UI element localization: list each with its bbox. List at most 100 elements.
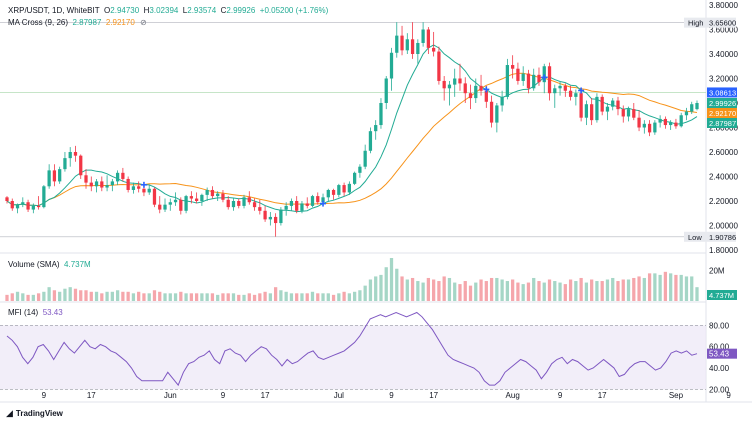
volume-legend[interactable]: Volume (SMA) 4.737M xyxy=(8,260,91,269)
volume-bar xyxy=(263,291,267,301)
volume-bar xyxy=(684,276,689,301)
volume-series xyxy=(5,258,699,301)
low-value: 2.93574 xyxy=(187,6,217,15)
volume-bar xyxy=(405,279,409,301)
time-axis: 9 17 Jun 9 17 Jul 9 17 Aug 9 17 Sep 9 xyxy=(42,391,732,400)
volume-bar xyxy=(468,285,473,301)
tradingview-logo-icon: ◢ xyxy=(6,408,13,418)
candle-body xyxy=(58,169,62,182)
candle-body xyxy=(442,80,446,89)
candle-body xyxy=(669,122,673,126)
ma-fast-line xyxy=(6,44,698,213)
mfi-line xyxy=(6,311,698,387)
tradingview-brand[interactable]: ◢ TradingView xyxy=(6,408,63,419)
time-tick: 9 xyxy=(726,391,731,400)
volume-bar xyxy=(79,290,83,301)
candle-body xyxy=(121,172,125,179)
volume-bar xyxy=(679,274,683,301)
time-tick: Aug xyxy=(506,391,520,400)
candle-body xyxy=(295,201,299,211)
candle-body xyxy=(100,181,104,188)
volume-bar xyxy=(447,277,452,301)
volume-bar xyxy=(310,291,315,301)
volume-bar xyxy=(279,290,283,301)
volume-bar xyxy=(15,291,20,301)
candle-body xyxy=(79,155,83,176)
candle-body xyxy=(284,205,288,210)
volume-label: Volume (SMA) xyxy=(8,260,60,269)
volume-bar xyxy=(642,277,646,301)
candle-body xyxy=(658,118,662,123)
candle-body xyxy=(258,207,262,211)
volume-bar xyxy=(484,281,488,301)
candle-body xyxy=(63,158,67,170)
volume-bar xyxy=(173,293,178,301)
mfi-legend[interactable]: MFI (14) 53.43 xyxy=(8,308,63,317)
volume-bar xyxy=(258,293,262,301)
volume-bar xyxy=(131,293,136,301)
close-value: 2.99926 xyxy=(226,6,256,15)
eye-off-icon[interactable]: ⊘ xyxy=(140,18,147,27)
price-tick: 3.40000 xyxy=(709,50,738,59)
volume-bar xyxy=(358,290,362,301)
symbol-title[interactable]: XRP/USDT, 1D, WhiteBIT xyxy=(8,6,100,15)
volume-bar xyxy=(147,293,151,301)
volume-bar xyxy=(184,293,188,301)
volume-bar xyxy=(168,293,172,301)
time-tick: 9 xyxy=(42,391,47,400)
volume-bar xyxy=(353,291,357,301)
candle-body xyxy=(305,203,309,206)
candle-body xyxy=(347,183,351,193)
candle-body xyxy=(184,196,188,211)
volume-bar xyxy=(516,282,520,301)
candle-body xyxy=(637,117,641,128)
price-tick: 2.60000 xyxy=(709,148,738,157)
volume-bar xyxy=(632,277,636,301)
candle-body xyxy=(300,203,304,211)
volume-bar xyxy=(21,293,25,301)
price-label-ma_slow: 2.92170 xyxy=(709,109,736,118)
candle-body xyxy=(242,197,246,206)
volume-bar xyxy=(590,279,594,301)
price-axis: 20M 20.00 40.00 60.00 80.00 1.80000 2.00000 2.2… xyxy=(709,1,738,394)
candle-body xyxy=(279,209,283,224)
price-label-bg xyxy=(707,108,737,118)
mfi-value: 53.43 xyxy=(42,308,63,317)
candle-body xyxy=(389,52,394,79)
candle-body xyxy=(200,194,204,201)
candle-body xyxy=(326,189,330,198)
candle-body xyxy=(453,78,457,85)
candle-body xyxy=(426,29,431,48)
candle-body xyxy=(179,199,183,211)
price-label-ma_fast: 2.87987 xyxy=(709,119,736,128)
ma-cross-legend[interactable]: MA Cross (9, 26) 2.87987 2.92170 ⊘ xyxy=(8,18,147,27)
volume-bar xyxy=(363,285,367,301)
time-tick: 17 xyxy=(598,391,607,400)
volume-bar xyxy=(284,291,288,301)
volume-bar xyxy=(58,291,62,301)
candle-body xyxy=(374,125,378,132)
candle-body xyxy=(21,202,25,205)
volume-bar xyxy=(579,277,583,301)
candle-body xyxy=(147,188,151,193)
candle-body xyxy=(252,202,257,208)
volume-bar xyxy=(453,282,457,301)
price-tick: 3.80000 xyxy=(709,1,738,10)
volume-bar xyxy=(121,291,125,301)
marker-bg xyxy=(684,231,736,242)
candle-body xyxy=(15,204,20,209)
volume-bar xyxy=(342,291,346,301)
price-tick: 2.20000 xyxy=(709,197,738,206)
volume-bar xyxy=(5,294,9,301)
volume-bar xyxy=(63,288,67,301)
candle-body xyxy=(663,118,668,126)
ohlc-legend: XRP/USDT, 1D, WhiteBIT O2.94730 H3.02394… xyxy=(8,6,329,15)
volume-bar xyxy=(331,294,336,301)
candle-body xyxy=(26,202,30,210)
price-tick: 2.40000 xyxy=(709,173,738,182)
volume-bar xyxy=(216,294,220,301)
volume-bar xyxy=(395,268,399,301)
volume-bar xyxy=(511,279,515,301)
volume-bar xyxy=(495,277,499,301)
candle-body xyxy=(695,103,699,110)
